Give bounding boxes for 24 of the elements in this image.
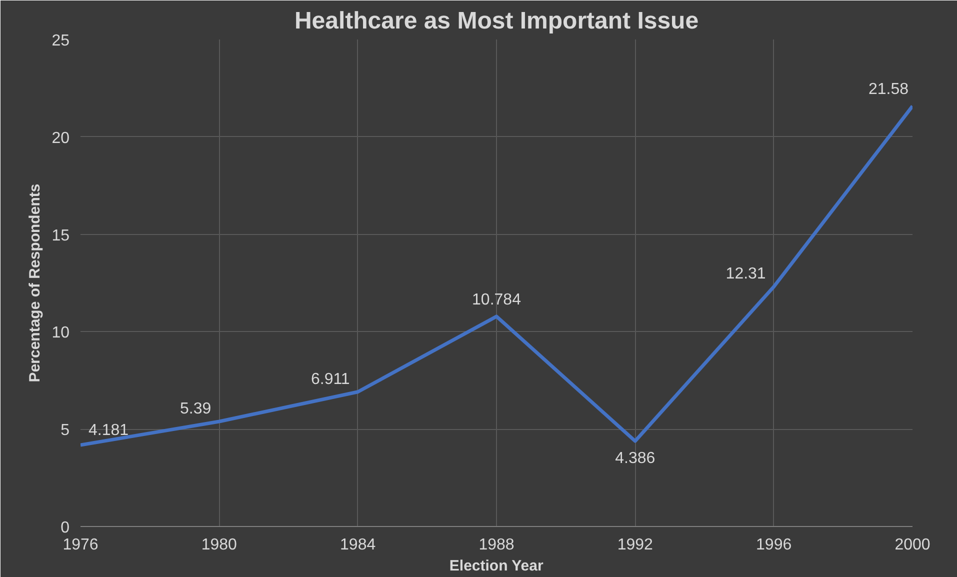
data-label: 12.31: [726, 266, 766, 283]
data-label: 21.58: [868, 81, 909, 98]
x-tick-label: 1980: [201, 536, 238, 554]
data-label: 10.784: [472, 291, 522, 308]
x-axis-title: Election Year: [449, 558, 544, 574]
y-tick-label: 20: [52, 130, 70, 147]
y-tick-label: 15: [52, 227, 70, 244]
data-label: 4.386: [615, 450, 656, 468]
x-tick-label: 1988: [478, 536, 514, 554]
data-label: 5.39: [180, 400, 212, 418]
x-tick-label: 1976: [62, 536, 98, 554]
x-tick-label: 1996: [756, 536, 792, 554]
chart-title: Healthcare as Most Important Issue: [294, 8, 699, 34]
y-tick-label: 10: [52, 324, 70, 342]
y-tick-label: 0: [60, 520, 70, 536]
data-label: 4.181: [88, 422, 129, 440]
y-axis-title: Percentage of Respondents: [26, 184, 44, 382]
x-tick-label: 2000: [894, 536, 930, 554]
y-tick-label: 25: [52, 32, 70, 50]
x-tick-label: 1984: [340, 536, 376, 554]
y-tick-label: 5: [60, 422, 70, 440]
line-series: [80, 104, 912, 447]
data-label: 6.911: [310, 370, 350, 388]
x-tick-label: 1992: [617, 536, 654, 554]
